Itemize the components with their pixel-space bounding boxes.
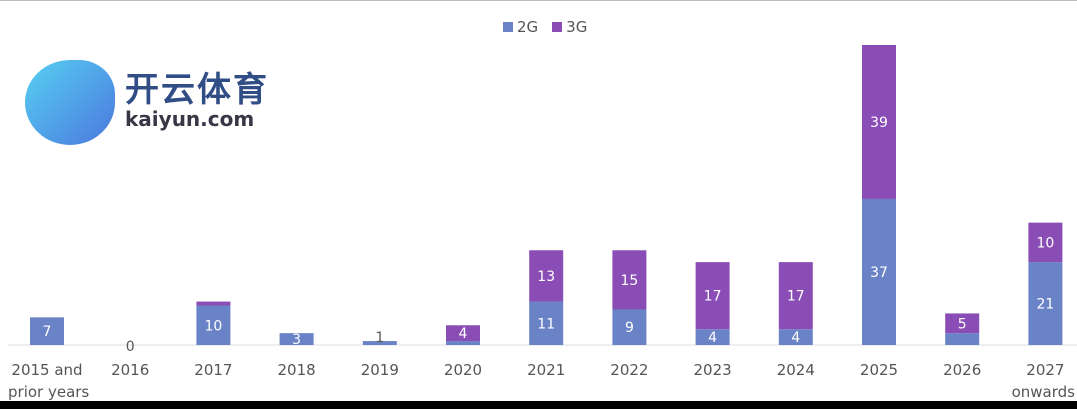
data-label: 11 — [537, 316, 555, 332]
x-tick-label: 2018 — [278, 361, 316, 379]
data-label: 7 — [43, 324, 52, 340]
bar-3g — [196, 301, 231, 306]
data-label: 0 — [126, 339, 135, 355]
data-label: 3 — [292, 332, 301, 348]
legend-swatch-2g — [503, 22, 513, 32]
data-label: 4 — [459, 326, 468, 342]
data-label: 10 — [204, 318, 222, 334]
bar-3g — [529, 250, 564, 302]
bar-2g — [362, 341, 397, 345]
watermark-cn: 开云体育 — [125, 70, 269, 110]
x-tick-label: onwards — [1012, 383, 1076, 401]
data-label: 37 — [870, 265, 888, 281]
data-label: 17 — [704, 289, 722, 305]
bar-2g — [529, 301, 564, 345]
bar-2g — [30, 317, 64, 345]
data-label: 5 — [958, 316, 967, 332]
watermark: 开云体育 kaiyun.com — [125, 62, 269, 131]
legend: 2G 3G — [503, 18, 587, 36]
x-tick-label: 2016 — [111, 361, 149, 379]
bar-2g — [196, 305, 231, 345]
bar-2g — [695, 329, 730, 345]
x-tick-label: 2024 — [777, 361, 815, 379]
bar-2g — [778, 329, 813, 345]
legend-3g: 3G — [552, 18, 587, 36]
bar-2g — [279, 333, 314, 345]
bar-3g — [695, 262, 730, 330]
bar-2g — [1028, 262, 1063, 345]
x-tick-label: 2017 — [194, 361, 232, 379]
data-label: 13 — [537, 269, 555, 285]
legend-label-3g: 3G — [566, 18, 588, 36]
bar-2g — [446, 341, 480, 345]
x-tick-label: 2025 — [860, 361, 898, 379]
x-tick-label: 2027 — [1026, 361, 1064, 379]
watermark-en: kaiyun.com — [125, 107, 255, 131]
legend-label-2g: 2G — [517, 18, 539, 36]
data-label: 39 — [870, 115, 888, 131]
data-label: 15 — [620, 273, 638, 289]
bar-3g — [1028, 222, 1063, 263]
data-label: 17 — [787, 289, 805, 305]
data-label: 9 — [625, 320, 634, 336]
bar-2g — [945, 333, 980, 345]
x-tick-label: 2015 and — [11, 361, 82, 379]
bar-3g — [446, 325, 480, 342]
bar-2g — [862, 198, 896, 345]
data-label: 10 — [1036, 235, 1054, 251]
bar-2g — [612, 309, 647, 345]
bar-3g — [945, 313, 980, 334]
x-tick-label: 2023 — [694, 361, 732, 379]
data-label: 4 — [708, 330, 717, 346]
data-label: 21 — [1036, 297, 1054, 313]
legend-2g: 2G — [503, 18, 538, 36]
watermark-logo — [25, 60, 115, 145]
bar-3g — [862, 45, 896, 199]
x-tick-label: 2026 — [943, 361, 981, 379]
x-tick-label: 2019 — [361, 361, 399, 379]
x-tick-label: 2020 — [444, 361, 482, 379]
bottom-bar — [0, 401, 1077, 409]
bar-3g — [778, 262, 813, 330]
data-label: 1 — [375, 330, 384, 346]
x-tick-label: 2021 — [527, 361, 565, 379]
bar-3g — [612, 250, 647, 310]
data-label: 4 — [791, 330, 800, 346]
x-tick-label: 2022 — [610, 361, 648, 379]
legend-swatch-3g — [552, 22, 563, 32]
top-border — [0, 0, 1077, 1]
x-tick-label: prior years — [8, 383, 89, 401]
